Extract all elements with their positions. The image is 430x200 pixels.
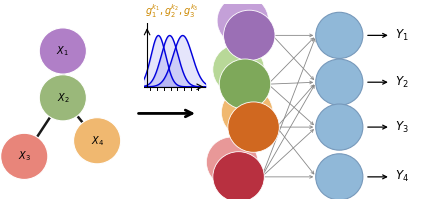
Ellipse shape [213, 152, 264, 200]
Ellipse shape [316, 12, 363, 58]
Ellipse shape [39, 75, 86, 121]
Ellipse shape [219, 59, 271, 109]
Ellipse shape [39, 28, 86, 74]
Text: $X_3$: $X_3$ [18, 149, 31, 163]
Text: $Y_3$: $Y_3$ [395, 120, 409, 135]
Text: $Y_2$: $Y_2$ [395, 75, 408, 90]
Ellipse shape [217, 0, 269, 46]
Ellipse shape [228, 102, 280, 152]
Ellipse shape [74, 118, 121, 164]
Ellipse shape [1, 133, 48, 179]
Text: $X_4$: $X_4$ [91, 134, 104, 148]
Ellipse shape [224, 10, 275, 61]
Text: $g_1^{k_1},g_2^{k_2},g_3^{k_3}$: $g_1^{k_1},g_2^{k_2},g_3^{k_3}$ [145, 2, 199, 20]
Ellipse shape [221, 87, 273, 138]
Ellipse shape [316, 154, 363, 200]
Text: $Y_4$: $Y_4$ [395, 169, 409, 184]
Ellipse shape [316, 59, 363, 105]
Ellipse shape [213, 44, 264, 95]
Ellipse shape [316, 104, 363, 150]
Text: $X_1$: $X_1$ [56, 44, 69, 58]
Text: $Y_1$: $Y_1$ [395, 28, 408, 43]
Text: $X_2$: $X_2$ [56, 91, 69, 105]
Ellipse shape [206, 137, 258, 187]
